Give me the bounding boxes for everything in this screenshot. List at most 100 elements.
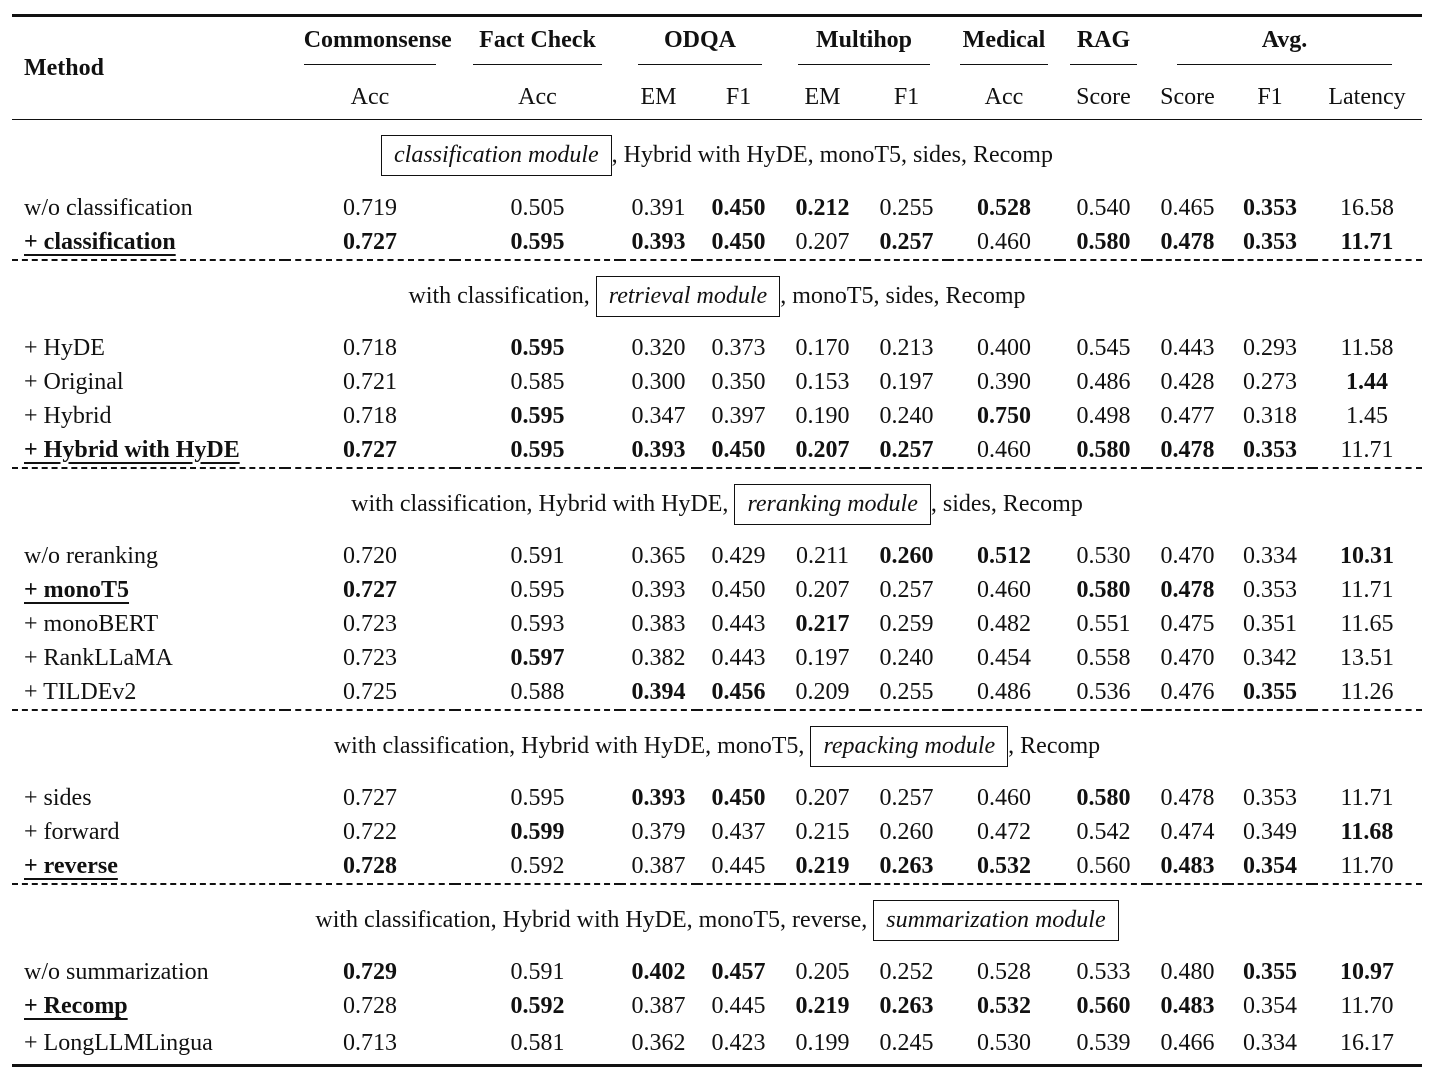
subheader: Score (1160, 83, 1215, 110)
value: 0.595 (510, 335, 565, 361)
caption-prefix: with classification, (408, 282, 596, 309)
value-cell: 0.588 (455, 676, 620, 710)
caption-module: reranking module (734, 483, 931, 525)
method-name: + sides (24, 785, 92, 811)
method-name: + HyDE (24, 335, 105, 361)
value-cell: 0.723 (285, 642, 455, 676)
value-cell: 0.437 (697, 816, 780, 850)
value: 0.273 (1243, 369, 1297, 395)
value-cell: 0.727 (285, 782, 455, 816)
value: 0.450 (711, 577, 766, 603)
value: 0.542 (1076, 819, 1131, 845)
value-cell: 0.532 (948, 850, 1060, 884)
value: 0.263 (879, 993, 934, 1019)
value: 0.353 (1243, 195, 1297, 221)
value: 0.465 (1160, 195, 1215, 221)
value-cell: 0.482 (948, 608, 1060, 642)
value: 0.536 (1076, 678, 1131, 705)
value: 0.470 (1160, 543, 1215, 569)
caption-row: classification module, Hybrid with HyDE,… (12, 120, 1422, 192)
value-cell: 0.450 (697, 192, 780, 226)
group-header: ODQA (620, 16, 780, 76)
value: 0.190 (795, 403, 850, 429)
value: 0.240 (879, 645, 934, 671)
value: 0.379 (631, 819, 686, 845)
caption-suffix: , Recomp (1008, 732, 1101, 759)
group-header: Commonsense (285, 16, 455, 76)
value: 0.498 (1076, 403, 1131, 429)
value-cell: 0.580 (1060, 226, 1147, 260)
value: 0.207 (795, 228, 850, 255)
value-cell: 0.728 (285, 850, 455, 884)
value: 0.350 (711, 369, 766, 395)
value-cell: 0.585 (455, 366, 620, 400)
value: 0.353 (1243, 785, 1297, 811)
value-cell: 0.460 (948, 226, 1060, 260)
value-cell: 0.595 (455, 434, 620, 468)
caption-prefix: with classification, Hybrid with HyDE, m… (315, 906, 874, 933)
value: 0.580 (1076, 228, 1131, 255)
value-cell: 0.727 (285, 226, 455, 260)
value-cell: 0.536 (1060, 676, 1147, 710)
value-cell: 0.486 (948, 676, 1060, 710)
data-row: w/o reranking 0.720 0.591 0.365 0.429 0.211 0.… (12, 540, 1422, 574)
value-cell: 0.197 (780, 642, 865, 676)
data-row: w/o classification 0.719 0.505 0.391 0.450 0.… (12, 192, 1422, 226)
value: 0.293 (1243, 335, 1297, 361)
subheader: Latency (1328, 83, 1406, 110)
caption-prefix: with classification, Hybrid with HyDE, m… (333, 732, 811, 759)
value-cell: 13.51 (1312, 642, 1422, 676)
group-label: RAG (1069, 27, 1138, 66)
value: 0.450 (711, 436, 766, 463)
value: 0.560 (1076, 852, 1131, 879)
value: 0.211 (795, 543, 850, 569)
value-cell: 0.725 (285, 676, 455, 710)
value-cell: 0.478 (1147, 782, 1228, 816)
value: 0.252 (879, 959, 934, 985)
data-row: w/o summarization 0.729 0.591 0.402 0.457 0.2… (12, 956, 1422, 990)
value-cell: 0.393 (620, 574, 697, 608)
value: 0.260 (879, 819, 934, 845)
value-cell: 0.457 (697, 956, 780, 990)
caption-module: summarization module (873, 899, 1119, 941)
value: 0.257 (879, 785, 934, 811)
value: 0.592 (510, 993, 565, 1019)
value: 0.580 (1076, 785, 1131, 811)
value: 0.486 (977, 678, 1031, 705)
value: 11.26 (1340, 678, 1394, 705)
value: 16.17 (1340, 1030, 1394, 1057)
value-cell: 0.382 (620, 642, 697, 676)
method-cell: + classification (12, 226, 285, 260)
value: 0.219 (795, 852, 850, 879)
value-cell: 0.477 (1147, 400, 1228, 434)
value: 0.460 (977, 228, 1031, 255)
value-cell: 10.97 (1312, 956, 1422, 990)
value-cell: 0.474 (1147, 816, 1228, 850)
caption: with classification, Hybrid with HyDE, m… (12, 884, 1422, 956)
value-cell: 0.428 (1147, 366, 1228, 400)
value: 0.718 (343, 335, 397, 361)
data-row: + TILDEv2 0.725 0.588 0.394 0.456 0.209 0.255 0… (12, 676, 1422, 710)
caption-module: classification module (381, 135, 612, 177)
header-text: Method (24, 54, 104, 81)
value: 0.585 (510, 369, 565, 395)
value-cell: 0.483 (1147, 850, 1228, 884)
value: 0.475 (1160, 611, 1215, 637)
value: 0.597 (510, 645, 565, 671)
subheader: F1 (725, 83, 752, 110)
value-cell: 0.240 (865, 400, 948, 434)
caption-row: with classification, Hybrid with HyDE, m… (12, 883, 1422, 956)
method-cell: + LongLLMLingua (12, 1024, 285, 1066)
value: 11.71 (1340, 577, 1394, 603)
value: 0.259 (879, 611, 934, 637)
group-header: RAG (1060, 16, 1147, 76)
group-header: Fact Check (455, 16, 620, 76)
value-cell: 0.580 (1060, 782, 1147, 816)
value: 0.727 (343, 228, 397, 255)
value: 0.595 (510, 785, 565, 811)
value-cell: 0.595 (455, 332, 620, 366)
value: 0.355 (1243, 959, 1297, 985)
caption-suffix: , Hybrid with HyDE, monoT5, sides, Recom… (611, 142, 1053, 169)
value-cell: 0.472 (948, 816, 1060, 850)
value-cell: 0.257 (865, 226, 948, 260)
